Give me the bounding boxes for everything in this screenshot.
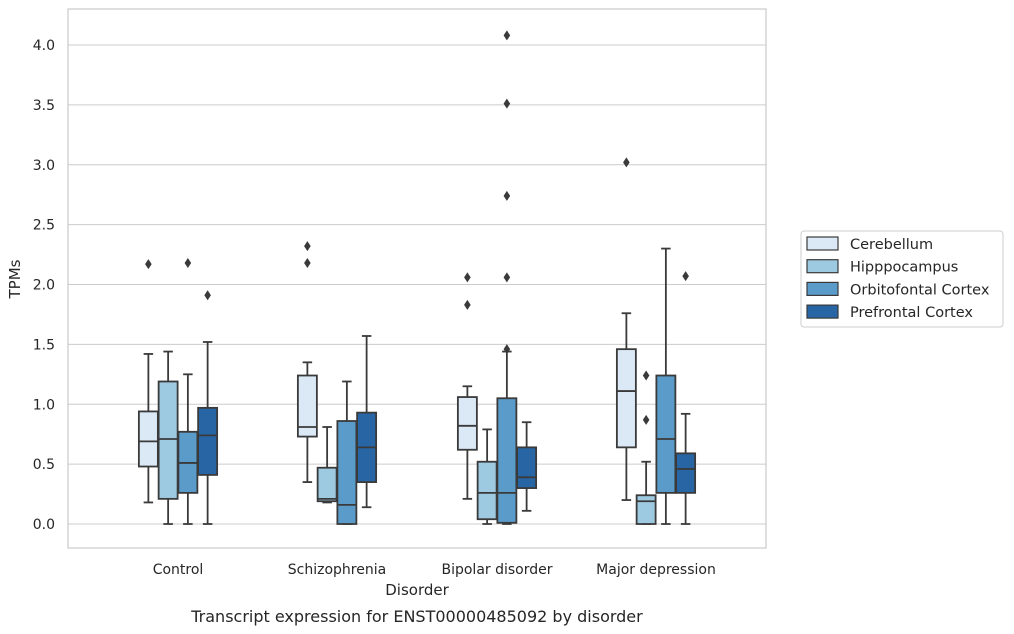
box-iqr — [137, 410, 159, 468]
legend-swatch — [806, 236, 839, 251]
series-group — [157, 350, 657, 525]
legend-swatch — [806, 259, 839, 274]
y-tick-label: 2.5 — [33, 218, 55, 234]
box-iqr — [655, 374, 677, 494]
series-group — [137, 157, 637, 504]
outlier-point — [464, 272, 471, 283]
outlier-point — [623, 157, 630, 168]
y-axis-ticks: 0.0 0.5 1.0 1.5 2.0 2.5 3.0 3.5 4.0 — [33, 38, 55, 533]
box-plot-item — [197, 290, 219, 525]
outlier-point — [304, 257, 311, 268]
box-groups — [137, 30, 697, 525]
box-plot-item — [157, 350, 179, 525]
series-group — [177, 30, 677, 525]
legend-item[interactable]: Prefrontal Cortex — [806, 304, 973, 321]
box-plot-item — [316, 426, 338, 504]
box-plot-item — [516, 421, 538, 512]
x-tick-label: Bipolar disorder — [441, 562, 552, 578]
y-tick-label: 2.0 — [33, 278, 55, 294]
x-tick-label: Major depression — [596, 562, 716, 578]
chart-caption: Transcript expression for ENST0000048509… — [190, 607, 643, 626]
plot-frame — [67, 8, 767, 549]
box-plot-item — [137, 259, 159, 504]
box-plot-item — [456, 272, 478, 500]
legend-label: Cerebellum — [850, 237, 933, 253]
box-plot-item — [177, 257, 199, 525]
legend-label: Orbitofontal Cortex — [850, 282, 990, 298]
box-plot-item — [296, 241, 318, 483]
box-plot-item — [675, 271, 697, 525]
x-axis-label: Disorder — [385, 581, 449, 599]
outlier-point — [503, 344, 511, 355]
box-iqr — [296, 374, 318, 438]
box-iqr — [516, 446, 538, 489]
outlier-point — [304, 241, 311, 252]
box-plot-item — [356, 335, 378, 509]
y-tick-label: 4.0 — [33, 38, 55, 54]
box-iqr — [496, 397, 518, 524]
y-tick-label: 1.5 — [33, 337, 55, 353]
box-plot-item — [655, 247, 677, 525]
box-plot-item — [336, 380, 358, 525]
legend-frame — [800, 230, 1004, 328]
box-iqr — [336, 420, 358, 525]
outlier-point — [642, 414, 650, 425]
box-iqr — [675, 452, 697, 494]
x-tick-label: Control — [153, 562, 204, 578]
series-group — [197, 271, 697, 525]
legend-swatch — [806, 281, 839, 296]
legend-label: Hipppocampus — [850, 260, 958, 276]
outlier-point — [642, 370, 650, 381]
box-iqr — [635, 494, 657, 525]
box-iqr — [476, 460, 498, 521]
outlier-point — [464, 299, 471, 310]
box-plot-item — [615, 157, 637, 501]
legend-item[interactable]: Cerebellum — [806, 236, 933, 253]
box-iqr — [316, 466, 338, 503]
outlier-point — [503, 190, 511, 201]
legend-item[interactable]: Orbitofontal Cortex — [806, 281, 990, 298]
y-tick-label: 3.0 — [33, 158, 55, 174]
y-axis-label: TPMs — [6, 259, 24, 299]
x-tick-label: Schizophrenia — [288, 562, 386, 578]
y-tick-label: 0.0 — [33, 517, 55, 533]
box-iqr — [157, 380, 179, 500]
legend-swatch — [806, 304, 839, 319]
outlier-point — [145, 259, 152, 270]
box-plot-item — [635, 370, 657, 525]
outlier-point — [204, 290, 211, 301]
x-axis-ticks: Control Schizophrenia Bipolar disorder Majo… — [153, 562, 716, 578]
box-iqr — [197, 406, 219, 476]
outlier-point — [503, 30, 511, 41]
legend-label: Prefrontal Cortex — [850, 305, 973, 321]
legend[interactable]: Cerebellum Hipppocampus Orbitofontal Corte… — [800, 230, 1004, 328]
box-iqr — [615, 348, 637, 449]
outlier-point — [184, 257, 192, 268]
y-tick-label: 0.5 — [33, 457, 55, 473]
outlier-point — [682, 271, 689, 282]
y-tick-label: 1.0 — [33, 397, 55, 413]
outlier-point — [503, 98, 511, 109]
y-tick-label: 3.5 — [33, 98, 55, 114]
box-plot-item — [476, 428, 498, 525]
legend-item[interactable]: Hipppocampus — [806, 259, 958, 276]
outlier-point — [503, 272, 511, 283]
box-iqr — [456, 396, 478, 451]
